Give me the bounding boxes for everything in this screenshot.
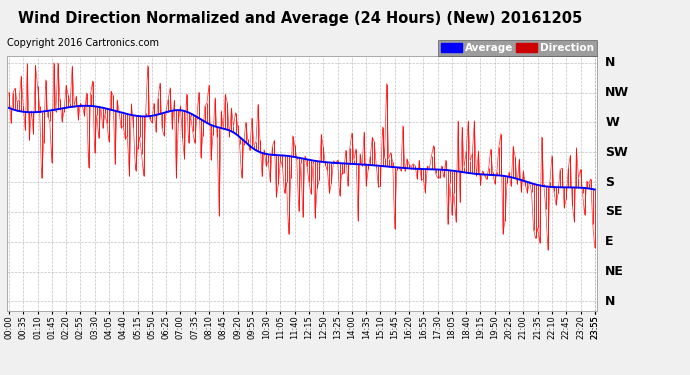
Text: Copyright 2016 Cartronics.com: Copyright 2016 Cartronics.com bbox=[7, 38, 159, 48]
Text: SE: SE bbox=[605, 206, 622, 218]
Legend: Average, Direction: Average, Direction bbox=[438, 40, 597, 56]
Text: NE: NE bbox=[605, 265, 624, 278]
Text: NW: NW bbox=[605, 86, 629, 99]
Text: N: N bbox=[605, 56, 615, 69]
Text: E: E bbox=[605, 235, 613, 248]
Text: W: W bbox=[605, 116, 619, 129]
Text: SW: SW bbox=[605, 146, 628, 159]
Text: S: S bbox=[605, 176, 614, 189]
Text: N: N bbox=[605, 295, 615, 308]
Text: Wind Direction Normalized and Average (24 Hours) (New) 20161205: Wind Direction Normalized and Average (2… bbox=[18, 11, 582, 26]
